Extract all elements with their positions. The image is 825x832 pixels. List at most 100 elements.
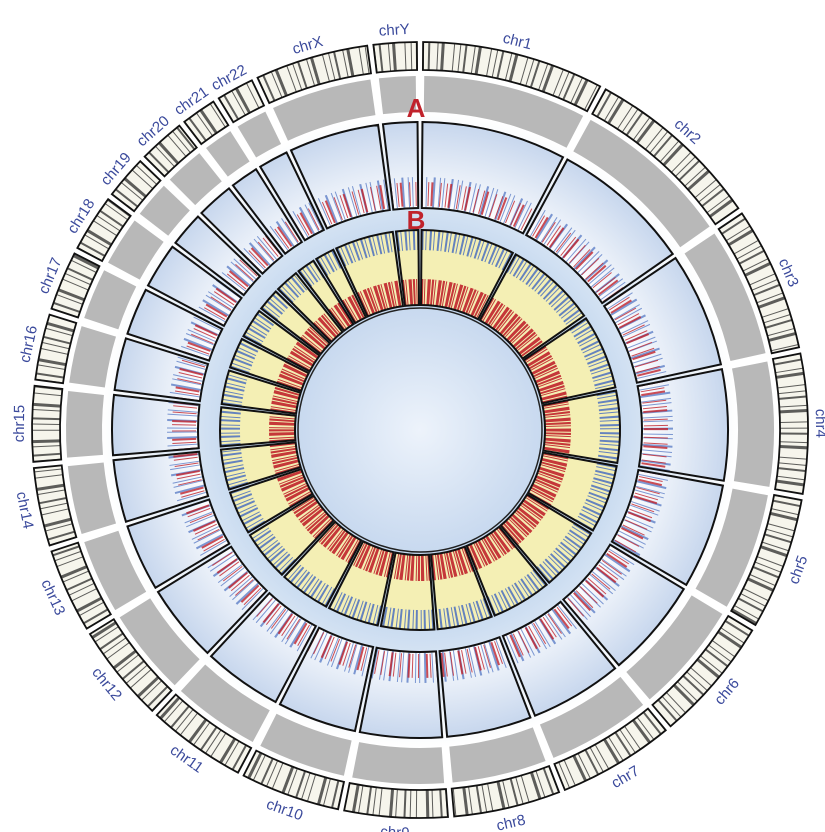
track-label: B — [407, 205, 426, 235]
ideogram-outline — [34, 313, 78, 385]
link-track — [69, 326, 117, 388]
track-a — [148, 246, 242, 326]
track-a — [637, 369, 728, 481]
ideogram-outline — [242, 749, 346, 811]
track-b-outline — [219, 406, 297, 448]
ideogram-outline — [553, 707, 668, 792]
chromosome-label: chr15 — [11, 405, 29, 443]
track-a-outline — [113, 337, 210, 403]
ideogram-outline — [372, 41, 419, 74]
link-track — [180, 664, 270, 742]
track-b-red — [356, 280, 404, 317]
ideogram — [144, 125, 197, 177]
ideogram-outline — [591, 88, 740, 226]
track-b-blue — [596, 390, 620, 463]
track-a-outline — [112, 450, 210, 523]
track-b-red — [420, 279, 491, 320]
track-b-blue — [284, 562, 336, 607]
track-a — [158, 546, 267, 653]
link-track — [67, 462, 117, 535]
track-a — [359, 647, 443, 739]
track-a-outline — [111, 393, 201, 457]
track-a-red — [605, 291, 663, 383]
track-b-outline — [499, 493, 593, 585]
track-a — [201, 188, 283, 274]
track-a-red — [527, 212, 624, 303]
link-track — [108, 220, 164, 280]
ideogram-outline — [183, 100, 230, 146]
ideogram-outline — [217, 79, 266, 124]
tracks: chr1chr2chr3chr4chr5chr6chr7chr8chr9chr1… — [11, 21, 825, 832]
track-a-outline — [602, 256, 723, 384]
track-b-blue — [380, 606, 435, 630]
track-b-blue — [505, 254, 585, 328]
ideogram — [111, 161, 161, 212]
track-b-outline — [297, 259, 355, 333]
link-track — [695, 488, 768, 607]
track-b-blue — [487, 569, 547, 616]
link-track — [206, 131, 250, 177]
track-b-red — [479, 297, 544, 359]
ideogram — [218, 80, 265, 123]
ideogram-bands — [718, 213, 799, 354]
track-b-outline — [248, 494, 336, 577]
ideogram-outline — [771, 352, 809, 495]
track-a — [127, 499, 230, 588]
track-a-outline — [146, 245, 243, 328]
track-b-outline — [419, 228, 515, 321]
ideogram-outline — [31, 384, 64, 463]
track-a-outline — [199, 186, 284, 276]
track-b-outline — [228, 337, 311, 393]
track-b-outline — [282, 520, 363, 608]
ideogram — [77, 199, 131, 262]
track-a-blue — [439, 638, 511, 683]
track-a-outline — [636, 368, 729, 482]
track-a — [113, 451, 209, 522]
chromosome-label: chr10 — [264, 796, 305, 825]
ideogram-bands — [243, 750, 345, 809]
track-a-blue — [563, 544, 637, 624]
link-track — [449, 727, 546, 783]
track-b-red — [523, 345, 568, 404]
track-b-outline — [276, 271, 344, 344]
ideogram-outline — [717, 212, 801, 355]
link-track — [352, 742, 445, 784]
track-a-outline — [561, 543, 686, 667]
track-a-outline — [126, 498, 231, 590]
track-b-blue — [329, 590, 383, 626]
ideogram-bands — [157, 694, 252, 773]
track-b-blue — [249, 524, 296, 575]
track-b-outline — [429, 545, 493, 631]
link-track — [237, 111, 282, 158]
link-track — [539, 676, 644, 758]
ideogram-bands — [422, 42, 600, 111]
track-a — [439, 637, 531, 737]
track-a-blue — [638, 380, 673, 472]
ideogram-bands — [51, 542, 111, 629]
link-track — [731, 361, 774, 487]
link-track — [260, 713, 352, 776]
ideogram-bands — [32, 385, 62, 462]
chromosome-label: chr8 — [495, 812, 527, 832]
track-a — [526, 159, 673, 304]
ideogram-outline — [76, 197, 132, 263]
track-b-outline — [526, 451, 618, 532]
track-a-blue — [421, 177, 538, 233]
track-b-red — [542, 400, 571, 455]
track-b — [336, 231, 403, 317]
track-b-red — [466, 526, 516, 571]
track-b-blue — [575, 462, 617, 531]
chromosome-label: chrY — [378, 21, 410, 40]
ideogram-outline — [343, 781, 449, 819]
track-b-blue — [336, 231, 396, 267]
track-b — [284, 521, 362, 607]
track-b-outline — [522, 316, 617, 405]
ideogram-outline — [88, 618, 173, 713]
ideogram-outline — [50, 541, 113, 630]
ideogram — [51, 542, 111, 629]
link-track — [423, 76, 584, 148]
ideogram-outline — [143, 124, 198, 178]
track-a-outline — [438, 635, 532, 738]
ideogram-outline — [50, 252, 101, 319]
